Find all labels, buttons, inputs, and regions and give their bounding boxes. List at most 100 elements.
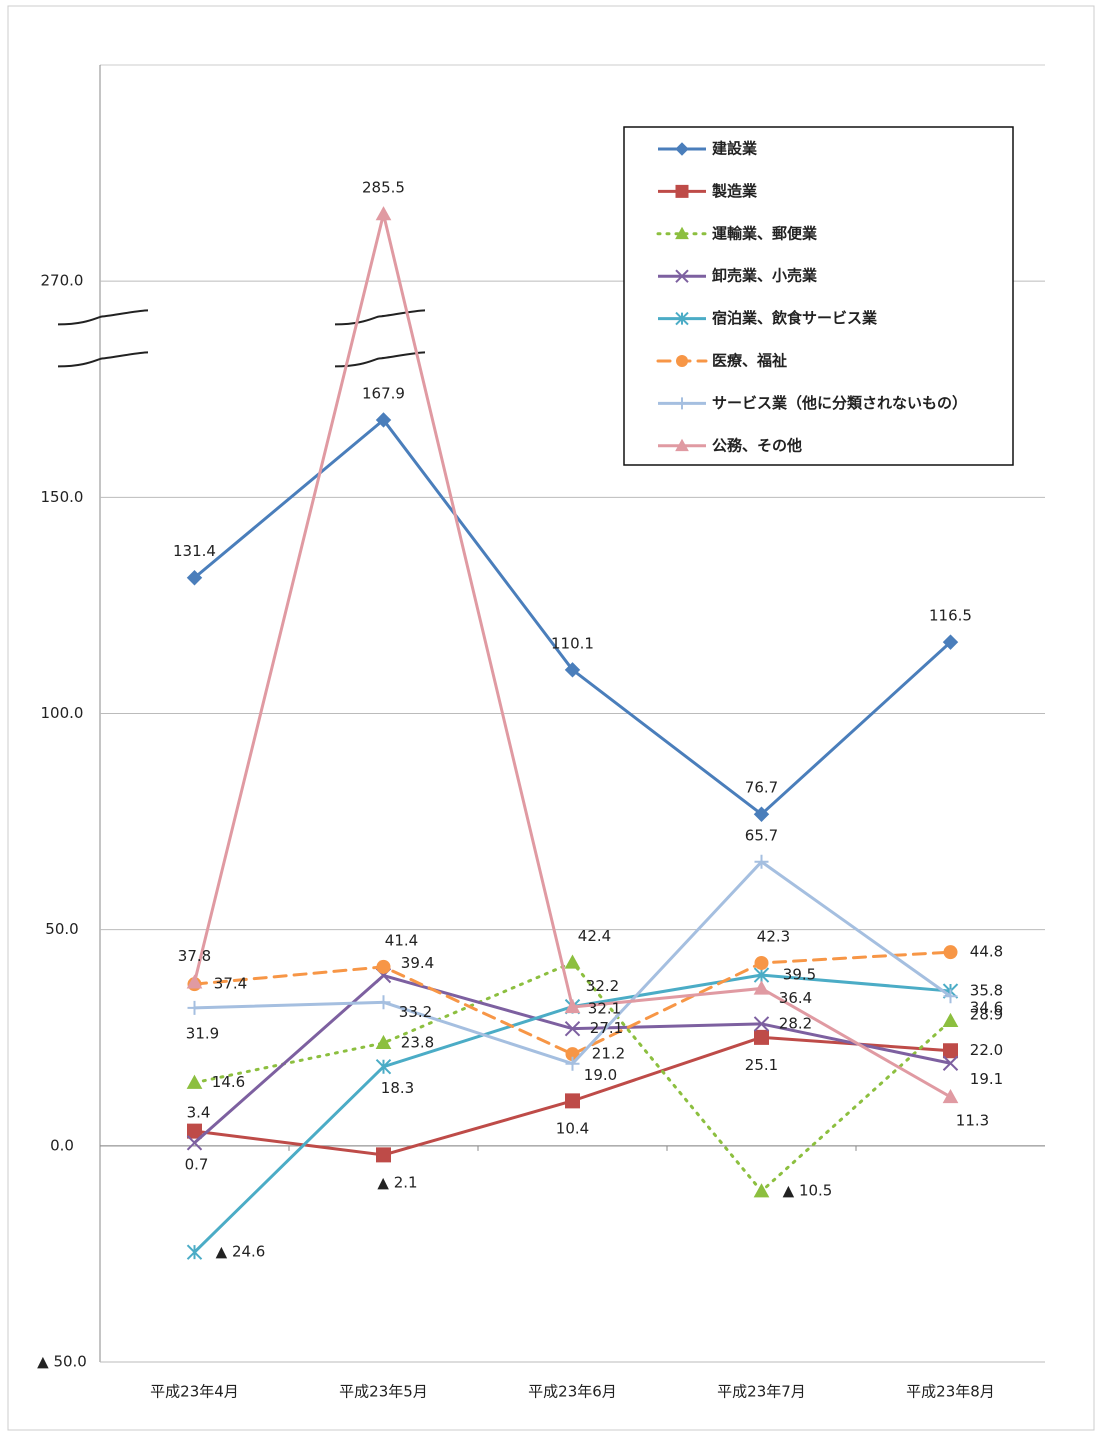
legend-marker bbox=[675, 184, 689, 198]
data-point bbox=[753, 980, 770, 995]
data-label: ▲ 10.5 bbox=[783, 1182, 833, 1200]
x-tick-label: 平成23年4月 bbox=[150, 1383, 239, 1401]
data-point bbox=[186, 1074, 203, 1089]
legend-marker bbox=[676, 355, 688, 367]
x-tick-label: 平成23年8月 bbox=[906, 1383, 995, 1401]
data-point bbox=[564, 954, 581, 969]
data-label: 25.1 bbox=[745, 1056, 778, 1074]
data-point bbox=[376, 959, 391, 974]
data-label: 116.5 bbox=[929, 607, 972, 625]
data-label: ▲ 2.1 bbox=[377, 1173, 417, 1191]
data-label: 34.6 bbox=[970, 999, 1003, 1017]
legend-marker bbox=[675, 226, 689, 240]
legend-label: サービス業（他に分類されないもの） bbox=[712, 394, 967, 412]
data-point bbox=[187, 1123, 202, 1139]
y-tick-label: 0.0 bbox=[50, 1136, 74, 1154]
data-label: 39.5 bbox=[783, 966, 816, 984]
data-label: 22.0 bbox=[970, 1041, 1003, 1059]
data-point bbox=[753, 1016, 770, 1032]
data-label: 32.2 bbox=[586, 977, 619, 995]
y-tick-label: 270.0 bbox=[41, 272, 84, 290]
data-point bbox=[375, 1059, 392, 1075]
data-label: 110.1 bbox=[551, 634, 594, 652]
data-point bbox=[942, 1055, 959, 1071]
data-label: 76.7 bbox=[745, 779, 778, 797]
data-label: 31.9 bbox=[186, 1024, 219, 1042]
data-label: 28.9 bbox=[970, 1005, 1003, 1023]
data-point bbox=[565, 1047, 580, 1062]
data-point bbox=[753, 967, 770, 983]
data-label: 28.2 bbox=[779, 1014, 812, 1032]
data-point bbox=[565, 1056, 580, 1071]
data-point bbox=[943, 1043, 958, 1059]
data-point bbox=[376, 1147, 391, 1163]
data-point bbox=[375, 412, 392, 428]
legend-box bbox=[623, 126, 1014, 466]
data-label: 167.9 bbox=[362, 384, 405, 402]
data-label: 11.3 bbox=[956, 1111, 989, 1129]
legend-label: 製造業 bbox=[711, 182, 758, 200]
data-label: 41.4 bbox=[385, 931, 418, 949]
axis-break bbox=[57, 351, 149, 368]
legend-label: 公務、その他 bbox=[712, 436, 802, 454]
legend-label: 建設業 bbox=[712, 140, 758, 158]
data-label: 131.4 bbox=[173, 542, 216, 560]
data-label: 23.8 bbox=[401, 1033, 434, 1051]
data-point bbox=[942, 1088, 959, 1104]
axis-break bbox=[334, 351, 426, 368]
axis-break bbox=[57, 309, 149, 326]
data-point bbox=[565, 1093, 580, 1109]
y-tick-label: ▲ 50.0 bbox=[37, 1353, 87, 1371]
data-point bbox=[753, 1183, 770, 1198]
data-point bbox=[943, 989, 958, 1004]
data-label: ▲ 24.6 bbox=[216, 1243, 266, 1261]
data-label: 285.5 bbox=[362, 179, 405, 197]
series-line bbox=[193, 950, 952, 1056]
data-label: 39.4 bbox=[401, 954, 434, 972]
data-point bbox=[564, 1020, 581, 1037]
data-point bbox=[754, 854, 769, 869]
data-point bbox=[186, 1244, 203, 1260]
data-label: 35.8 bbox=[970, 982, 1003, 1000]
data-label: 32.1 bbox=[588, 1000, 621, 1018]
data-point bbox=[943, 945, 958, 960]
data-label: 37.8 bbox=[178, 947, 211, 965]
legend-marker bbox=[675, 142, 689, 156]
data-point bbox=[376, 995, 391, 1010]
data-label: 27.1 bbox=[590, 1019, 623, 1037]
legend-marker bbox=[675, 311, 689, 326]
x-tick-label: 平成23年6月 bbox=[528, 1383, 617, 1401]
x-tick-label: 平成23年5月 bbox=[339, 1383, 428, 1401]
legend-marker bbox=[675, 438, 689, 452]
data-label: 21.2 bbox=[592, 1045, 625, 1063]
data-label: 10.4 bbox=[556, 1119, 589, 1137]
data-point bbox=[187, 1000, 202, 1015]
data-point bbox=[564, 999, 581, 1014]
data-point bbox=[186, 1135, 203, 1151]
data-label: 19.1 bbox=[970, 1070, 1003, 1088]
y-tick-label: 150.0 bbox=[41, 488, 84, 506]
legend-marker bbox=[676, 397, 688, 410]
data-label: 36.4 bbox=[779, 989, 812, 1007]
data-label: 33.2 bbox=[399, 1003, 432, 1021]
data-point bbox=[942, 634, 959, 650]
y-tick-label: 50.0 bbox=[45, 920, 78, 938]
data-label: 42.4 bbox=[578, 927, 611, 945]
data-point bbox=[753, 806, 770, 822]
legend-label: 卸売業、小売業 bbox=[712, 267, 818, 285]
data-point bbox=[564, 662, 581, 678]
data-label: 19.0 bbox=[584, 1066, 617, 1084]
data-label: 14.6 bbox=[212, 1073, 245, 1091]
data-label: 65.7 bbox=[745, 826, 778, 844]
data-point bbox=[375, 1034, 392, 1050]
data-label: 37.4 bbox=[214, 975, 247, 993]
legend-label: 宿泊業、飲食サービス業 bbox=[712, 309, 878, 327]
data-point bbox=[942, 1012, 959, 1027]
data-point bbox=[186, 974, 203, 989]
data-label: 3.4 bbox=[187, 1104, 211, 1122]
data-label: 0.7 bbox=[185, 1155, 209, 1173]
data-label: 18.3 bbox=[381, 1079, 414, 1097]
data-label: 44.8 bbox=[970, 943, 1003, 961]
